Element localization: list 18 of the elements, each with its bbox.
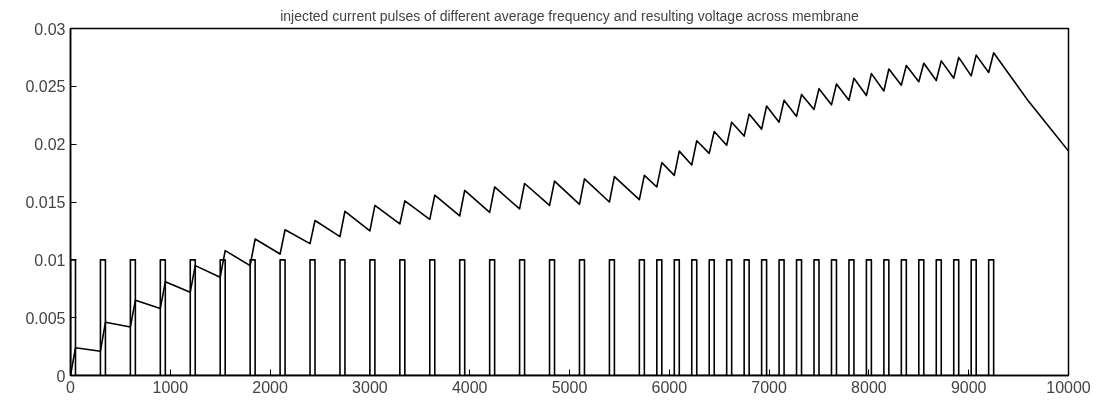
x-tick-label: 10000 <box>1046 378 1091 396</box>
y-tick-label: 0.015 <box>25 194 66 211</box>
y-tick-label: 0 <box>56 367 66 385</box>
x-tick-label: 4000 <box>451 378 488 396</box>
x-tick-label: 5000 <box>551 378 588 396</box>
x-tick-label: 9000 <box>950 378 987 396</box>
x-tick-label: 3000 <box>352 378 388 396</box>
y-tick-label: 0.025 <box>25 78 66 96</box>
chart-title: injected current pulses of different average frequency and resulting voltage across membrane <box>280 7 860 24</box>
y-tick-label: 0.02 <box>34 136 66 154</box>
x-tick-label: 6000 <box>651 378 688 396</box>
y-tick-label: 0.005 <box>25 309 66 327</box>
x-tick-label: 2000 <box>252 378 288 396</box>
y-tick-label: 0.03 <box>34 20 66 38</box>
x-tick-label: 7000 <box>751 378 787 396</box>
y-tick-label: 0.01 <box>34 251 66 269</box>
x-tick-label: 8000 <box>851 378 887 396</box>
x-tick-label: 1000 <box>152 378 189 396</box>
